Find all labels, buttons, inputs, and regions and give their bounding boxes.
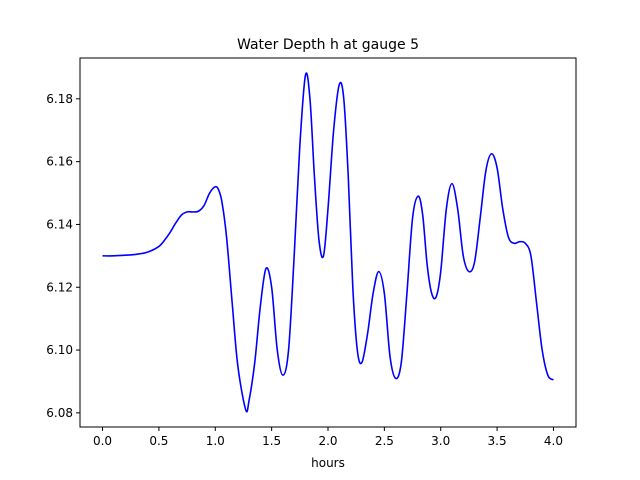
x-tick-label: 3.5 <box>488 434 507 448</box>
y-tick-label: 6.18 <box>46 92 73 106</box>
plot-area <box>102 72 554 413</box>
series-line-0 <box>102 72 554 413</box>
x-axis-label: hours <box>311 456 345 470</box>
x-tick-label: 1.0 <box>206 434 225 448</box>
x-tick-label: 3.0 <box>431 434 450 448</box>
x-tick-label: 0.0 <box>93 434 112 448</box>
x-tick-label: 1.5 <box>262 434 281 448</box>
plot-frame <box>79 57 577 428</box>
x-axis: 0.0 0.5 1.0 1.5 2.0 2.5 3.0 3.5 4.0 <box>93 427 563 448</box>
x-tick-label: 2.0 <box>318 434 337 448</box>
y-tick-label: 6.14 <box>46 217 73 231</box>
x-tick-label: 2.5 <box>375 434 394 448</box>
x-tick-label: 0.5 <box>149 434 168 448</box>
y-tick-label: 6.12 <box>46 280 73 294</box>
y-tick-label: 6.08 <box>46 406 73 420</box>
chart-title: Water Depth h at gauge 5 <box>237 37 419 53</box>
x-tick-label: 4.0 <box>544 434 563 448</box>
y-tick-label: 6.10 <box>46 343 73 357</box>
y-tick-label: 6.16 <box>46 155 73 169</box>
y-axis: 6.08 6.10 6.12 6.14 6.16 6.18 <box>46 92 80 420</box>
